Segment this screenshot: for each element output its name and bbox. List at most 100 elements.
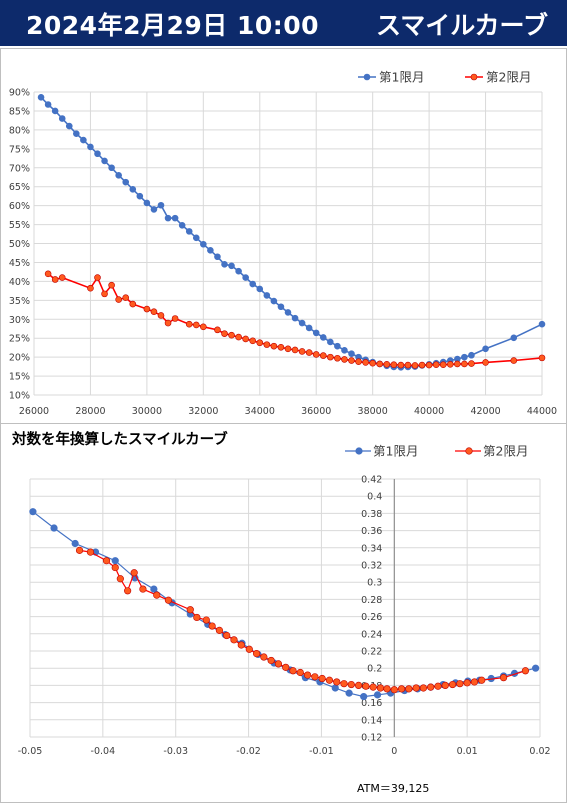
data-point-2 [521, 667, 530, 675]
data-point-1 [58, 115, 66, 122]
x-tick-label: -0.02 [236, 746, 261, 757]
data-point-1 [37, 94, 45, 101]
series-line-2 [79, 549, 526, 691]
data-point-2 [267, 656, 275, 665]
data-point-1 [150, 585, 158, 593]
y-tick-label: 40% [9, 277, 30, 288]
data-point-2 [256, 339, 264, 347]
chart1-panel: 10% 15% 20% 25% 30% 35% 40% 45% 50% 55% 60% 65% 70% 7… [0, 48, 567, 424]
data-point-2 [325, 676, 334, 684]
data-point-1 [87, 143, 94, 151]
x-tick-label: 42000 [470, 406, 500, 417]
data-point-2 [390, 361, 398, 369]
data-point-1 [157, 201, 165, 209]
data-point-2 [482, 359, 489, 366]
atm-annotation: ATM＝39,125 [357, 782, 429, 795]
data-point-2 [171, 315, 179, 322]
data-point-2 [347, 680, 355, 689]
data-point-1 [249, 280, 257, 288]
header-date: 2024年2月29日 10:00 [26, 11, 320, 40]
data-point-2 [418, 361, 426, 369]
data-point-2 [425, 361, 433, 369]
data-point-1 [468, 351, 475, 359]
y-tick-label: 85% [9, 106, 30, 117]
data-point-1 [164, 214, 172, 222]
data-point-2 [164, 596, 173, 604]
data-point-2 [333, 678, 341, 686]
data-point-1 [373, 691, 382, 699]
data-point-2 [470, 678, 479, 686]
y-tick-label: 0.38 [361, 509, 382, 520]
data-point-2 [376, 360, 384, 368]
y-tick-label: 50% [9, 239, 30, 250]
data-point-1 [50, 524, 58, 532]
x-tick-label: 28000 [75, 406, 105, 417]
data-point-1 [73, 130, 80, 137]
data-point-2 [282, 663, 290, 671]
data-point-2 [102, 557, 111, 565]
data-point-1 [331, 684, 339, 692]
data-point-2 [277, 343, 285, 351]
data-point-2 [318, 674, 326, 683]
chart2-title: 対数を年換算したスマイルカーブ [11, 430, 228, 448]
data-point-2 [86, 548, 95, 556]
data-point-1 [129, 186, 137, 193]
y-tick-label: 45% [9, 258, 30, 269]
data-point-2 [355, 358, 362, 365]
data-point-1 [256, 285, 264, 293]
data-point-2 [235, 333, 242, 341]
data-point-1 [510, 334, 518, 342]
y-tick-label: 0.12 [361, 733, 382, 744]
chart1-svg: 10% 15% 20% 25% 30% 35% 40% 45% 50% 55% 60% 65% 70% 7… [9, 70, 557, 418]
y-tick-label: 35% [9, 296, 30, 307]
data-point-2 [111, 563, 119, 572]
data-point-2 [369, 683, 377, 691]
data-point-2 [411, 362, 419, 369]
data-point-1 [298, 319, 306, 327]
data-point-2 [260, 653, 268, 661]
data-point-2 [249, 337, 257, 345]
data-point-2 [404, 361, 412, 369]
data-point-2 [461, 360, 468, 368]
data-point-1 [178, 222, 186, 229]
data-point-2 [499, 674, 508, 682]
data-point-2 [311, 673, 319, 681]
data-point-1 [532, 664, 540, 672]
y-tick-label: 30% [9, 315, 30, 326]
data-point-1 [108, 164, 115, 172]
x-tick-label: 30000 [132, 406, 162, 417]
data-point-1 [345, 689, 353, 697]
data-point-2 [150, 308, 158, 315]
data-point-2 [44, 270, 52, 278]
data-point-2 [270, 342, 278, 350]
data-point-2 [215, 626, 224, 634]
data-point-1 [111, 557, 119, 565]
x-tick-label: -0.04 [91, 746, 116, 757]
data-point-2 [214, 326, 221, 334]
x-tick-label: -0.03 [163, 746, 188, 757]
data-point-1 [341, 347, 348, 354]
data-point-2 [441, 681, 449, 690]
data-point-2 [291, 346, 299, 354]
y-tick-label: 15% [9, 372, 30, 383]
data-point-2 [412, 684, 420, 692]
data-point-1 [360, 692, 368, 701]
data-point-2 [383, 361, 391, 368]
data-point-2 [263, 341, 271, 348]
legend-marker [465, 447, 473, 455]
data-point-2 [153, 591, 161, 599]
data-point-1 [348, 350, 355, 358]
y-tick-label: 60% [9, 201, 30, 212]
data-point-2 [334, 354, 341, 362]
data-point-2 [157, 312, 165, 319]
y-tick-label: 0.16 [361, 698, 382, 709]
y-tick-label: 0.24 [361, 629, 382, 640]
y-tick-label: 0.26 [361, 612, 382, 623]
data-point-1 [94, 150, 101, 158]
y-tick-label: 0.28 [361, 595, 382, 606]
data-point-2 [223, 631, 231, 640]
data-point-2 [348, 357, 355, 364]
legend-label: 第1限月 [373, 444, 418, 459]
data-point-2 [383, 685, 391, 693]
data-point-2 [221, 330, 228, 337]
